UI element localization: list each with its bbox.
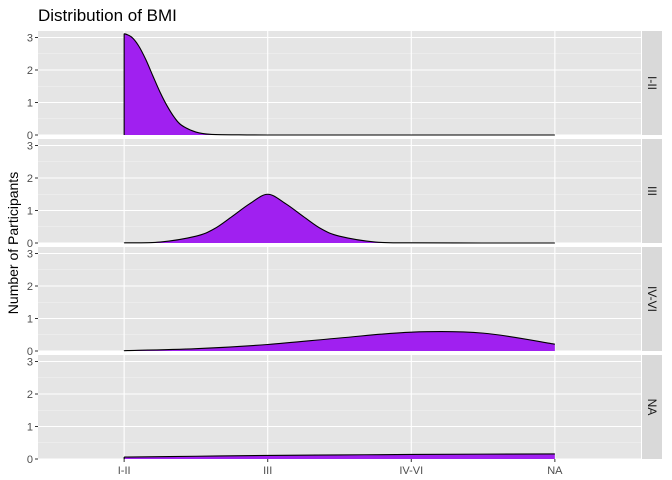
facet-strip-label: III [645, 186, 659, 196]
x-tick-label: I-II [118, 465, 131, 477]
facet-panels: 0 1 2 3 I-II 0 1 2 3 III 0 1 2 3 IV-VI 0 1 2 3 NA [27, 31, 662, 466]
facet-strip [642, 247, 662, 351]
density-line [124, 331, 555, 352]
y-tick-label: 0 [27, 130, 33, 142]
panel-background [38, 247, 641, 351]
facet-panel-1: 0 1 2 3 I-II [27, 31, 662, 142]
facet-strip-label: IV-VI [645, 286, 659, 312]
facet-strip [642, 139, 662, 243]
panel-background [38, 355, 641, 459]
density-line [124, 453, 555, 458]
y-tick-label: 0 [27, 454, 33, 466]
density-area [124, 453, 555, 459]
density-area [124, 33, 555, 136]
facet-strip-label: I-II [645, 76, 659, 90]
density-line [124, 193, 555, 244]
facet-strip-label: NA [645, 399, 659, 416]
y-tick-label: 1 [27, 422, 33, 434]
y-tick-label: 1 [27, 314, 33, 326]
y-tick-label: 1 [27, 98, 33, 110]
x-tick-label: IV-VI [399, 465, 423, 477]
y-axis-label: Number of Participants [5, 172, 21, 314]
facet-panel-3: 0 1 2 3 IV-VI [27, 247, 662, 358]
y-tick-label: 0 [27, 346, 33, 358]
y-tick-label: 3 [27, 249, 33, 261]
x-axis: I-II III IV-VI NA [118, 459, 563, 477]
x-tick-label: NA [547, 465, 563, 477]
y-tick-label: 0 [27, 238, 33, 250]
facet-strip [642, 355, 662, 459]
density-area [124, 331, 555, 351]
y-tick-label: 1 [27, 206, 33, 218]
y-tick-label: 2 [27, 65, 33, 77]
x-tick-label: III [263, 465, 272, 477]
density-area [124, 194, 555, 244]
facet-panel-4: 0 1 2 3 NA [27, 355, 662, 466]
panel-background [38, 139, 641, 243]
y-tick-label: 2 [27, 173, 33, 185]
facet-panel-2: 0 1 2 3 III [27, 139, 662, 250]
y-tick-label: 2 [27, 281, 33, 293]
density-line [123, 33, 555, 136]
y-tick-label: 2 [27, 389, 33, 401]
y-tick-label: 3 [27, 141, 33, 153]
facet-strip [642, 31, 662, 135]
y-tick-label: 3 [27, 33, 33, 45]
y-tick-label: 3 [27, 357, 33, 369]
chart-title: Distribution of BMI [38, 6, 177, 25]
